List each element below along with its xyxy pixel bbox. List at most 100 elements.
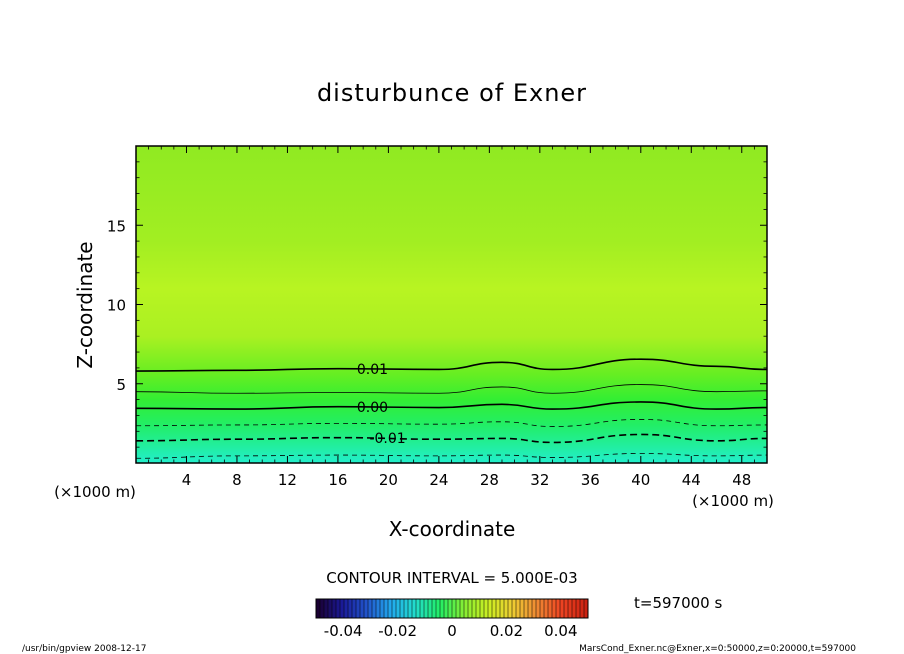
colorbar-cell	[408, 599, 413, 618]
contour-line	[135, 384, 768, 394]
colorbar-cell	[448, 599, 453, 618]
colorbar-cell	[544, 599, 549, 618]
colorbar-cell	[560, 599, 565, 618]
colorbar-cell	[476, 599, 481, 618]
colorbar-cell	[432, 599, 437, 618]
x-tick-label: 40	[631, 471, 650, 489]
x-tick-label: 48	[732, 471, 751, 489]
colorbar-cell	[324, 599, 329, 618]
x-tick-label: 20	[379, 471, 398, 489]
colorbar-cell	[468, 599, 473, 618]
colorbar-cell	[440, 599, 445, 618]
colorbar-ticks: -0.04 -0.02 0 0.02 0.04	[324, 622, 578, 640]
colorbar-cell	[328, 599, 333, 618]
colorbar-cell	[516, 599, 521, 618]
contour-label: 0.01	[357, 362, 388, 378]
footer-left: /usr/bin/gpview 2008-12-17	[22, 644, 146, 654]
colorbar-cell	[500, 599, 505, 618]
colorbar-cell	[404, 599, 409, 618]
colorbar-cell	[512, 599, 517, 618]
colorbar-cell	[420, 599, 425, 618]
colorbar-cell	[392, 599, 397, 618]
colorbar-cell	[576, 599, 581, 618]
colorbar-cell	[568, 599, 573, 618]
colorbar-cell	[488, 599, 493, 618]
x-tick-label: 8	[232, 471, 242, 489]
colorbar-cell	[528, 599, 533, 618]
x-tick-label: 4	[182, 471, 192, 489]
colorbar-cell	[336, 599, 341, 618]
x-tick-label: 36	[581, 471, 600, 489]
colorbar-cell	[424, 599, 429, 618]
y-tick-label: 10	[107, 297, 126, 315]
contour-label: -0.01	[369, 431, 405, 447]
colorbar-cell	[332, 599, 337, 618]
colorbar-cell	[492, 599, 497, 618]
plot-area: 0.010.00-0.01 4 8 12 16 20 24 28 32 36 40 44 485101…	[107, 145, 768, 489]
colorbar-cell	[484, 599, 489, 618]
colorbar-cell	[380, 599, 385, 618]
colorbar-cell	[532, 599, 537, 618]
colorbar-frame	[315, 598, 589, 619]
colorbar-cell	[372, 599, 377, 618]
colorbar-cell	[580, 599, 585, 618]
colorbar-cell	[496, 599, 501, 618]
colorbar-cell	[376, 599, 381, 618]
colorbar-cell	[384, 599, 389, 618]
contour-interval: CONTOUR INTERVAL = 5.000E-03	[326, 569, 577, 587]
y-tick-label: 15	[107, 217, 126, 235]
colorbar-tick-label: -0.04	[324, 622, 363, 640]
colorbar-cell	[436, 599, 441, 618]
colorbar-cell	[428, 599, 433, 618]
colorbar-cell	[520, 599, 525, 618]
x-tick-label: 16	[328, 471, 347, 489]
x-tick-label: 12	[278, 471, 297, 489]
colorbar-cell	[452, 599, 457, 618]
colorbar-cell	[400, 599, 405, 618]
colorbar-cell	[456, 599, 461, 618]
contour-label: 0.00	[357, 400, 388, 416]
colorbar-tick-label: 0.02	[490, 622, 523, 640]
x-tick-label: 32	[530, 471, 549, 489]
colorbar-cell	[480, 599, 485, 618]
x-tick-label: 44	[682, 471, 701, 489]
time-label: t=597000 s	[634, 594, 722, 612]
colorbar-cells	[315, 599, 589, 618]
contour-line	[135, 453, 768, 459]
chart-title: disturbunce of Exner	[317, 79, 587, 107]
footer-right: MarsCond_Exner.nc@Exner,x=0:50000,z=0:20…	[579, 644, 856, 654]
x-tick-label: 28	[480, 471, 499, 489]
colorbar-cell	[340, 599, 345, 618]
colorbar-cell	[352, 599, 357, 618]
colorbar-cell	[388, 599, 393, 618]
colorbar-cell	[508, 599, 513, 618]
colorbar-cell	[556, 599, 561, 618]
colorbar-cell	[504, 599, 509, 618]
colorbar-cell	[368, 599, 373, 618]
colorbar-cell	[524, 599, 529, 618]
colorbar-cell	[444, 599, 449, 618]
x-axis-title: X-coordinate	[389, 517, 516, 541]
colorbar-tick-label: 0.04	[544, 622, 577, 640]
colorbar-cell	[464, 599, 469, 618]
colorbar-cell	[320, 599, 325, 618]
colorbar-cell	[316, 599, 321, 618]
contour-line	[135, 401, 768, 410]
colorbar-cell	[356, 599, 361, 618]
y-tick-label: 5	[116, 376, 126, 394]
colorbar-tick-label: -0.02	[378, 622, 417, 640]
colorbar-cell	[344, 599, 349, 618]
colorbar-cell	[572, 599, 577, 618]
x-tick-label: 24	[429, 471, 448, 489]
colorbar-tick-label: 0	[447, 622, 457, 640]
colorbar-cell	[564, 599, 569, 618]
colorbar-cell	[348, 599, 353, 618]
x-axis-unit: (×1000 m)	[692, 492, 774, 510]
plot-field	[136, 146, 767, 463]
colorbar: -0.04 -0.02 0 0.02 0.04	[315, 598, 589, 640]
colorbar-cell	[536, 599, 541, 618]
colorbar-cell	[548, 599, 553, 618]
colorbar-cell	[552, 599, 557, 618]
colorbar-cell	[412, 599, 417, 618]
